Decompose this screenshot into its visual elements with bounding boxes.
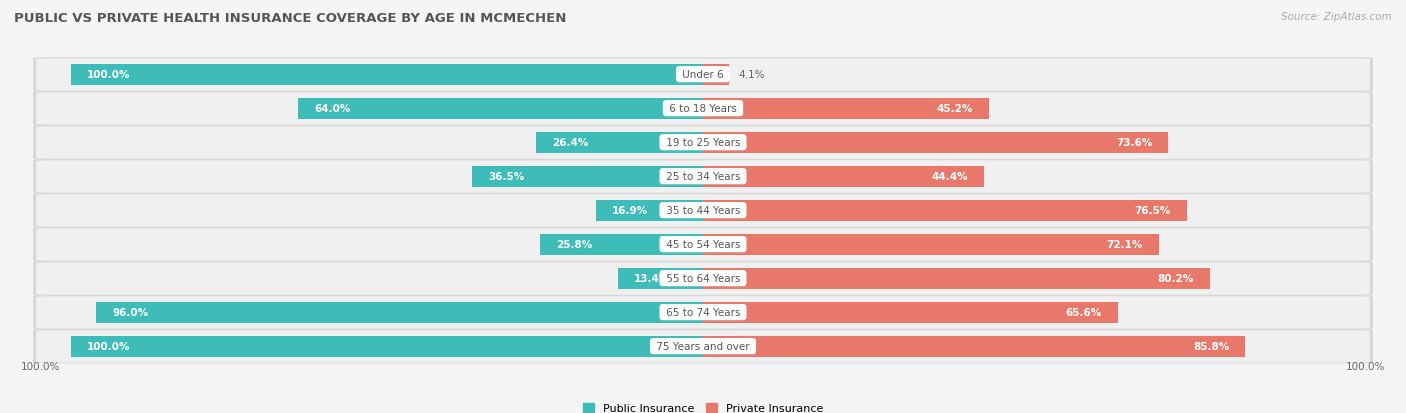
FancyBboxPatch shape [37,229,1369,261]
Text: 96.0%: 96.0% [112,307,148,317]
FancyBboxPatch shape [32,126,1374,160]
Text: 45 to 54 Years: 45 to 54 Years [662,240,744,249]
Text: 25 to 34 Years: 25 to 34 Years [662,172,744,182]
FancyBboxPatch shape [37,263,1369,295]
FancyBboxPatch shape [37,59,1369,91]
FancyBboxPatch shape [32,194,1374,228]
Text: 13.4%: 13.4% [634,273,671,283]
Text: 25.8%: 25.8% [555,240,592,249]
FancyBboxPatch shape [37,93,1369,126]
Text: 36.5%: 36.5% [488,172,524,182]
Bar [619,268,703,289]
FancyBboxPatch shape [32,261,1374,296]
Text: 73.6%: 73.6% [1116,138,1153,148]
Bar [703,302,1118,323]
Bar [703,336,1246,357]
Bar [70,336,703,357]
Bar [703,64,728,85]
Text: 80.2%: 80.2% [1159,273,1194,283]
Bar [96,302,703,323]
Text: PUBLIC VS PRIVATE HEALTH INSURANCE COVERAGE BY AGE IN MCMECHEN: PUBLIC VS PRIVATE HEALTH INSURANCE COVER… [14,12,567,25]
FancyBboxPatch shape [32,92,1374,126]
FancyBboxPatch shape [37,127,1369,159]
Bar [703,268,1211,289]
Bar [596,200,703,221]
Text: 85.8%: 85.8% [1194,341,1229,351]
Text: 16.9%: 16.9% [612,206,648,216]
Text: 100.0%: 100.0% [1346,361,1386,371]
Text: 35 to 44 Years: 35 to 44 Years [662,206,744,216]
Text: 64.0%: 64.0% [315,104,350,114]
Bar [298,98,703,119]
Text: 6 to 18 Years: 6 to 18 Years [666,104,740,114]
Text: 72.1%: 72.1% [1107,240,1143,249]
Legend: Public Insurance, Private Insurance: Public Insurance, Private Insurance [579,399,827,413]
Bar [540,234,703,255]
FancyBboxPatch shape [37,297,1369,329]
Bar [703,200,1187,221]
Text: 65.6%: 65.6% [1066,307,1102,317]
Text: 19 to 25 Years: 19 to 25 Years [662,138,744,148]
FancyBboxPatch shape [32,329,1374,363]
Bar [536,132,703,153]
FancyBboxPatch shape [32,159,1374,194]
Bar [703,98,988,119]
FancyBboxPatch shape [37,330,1369,363]
Text: 100.0%: 100.0% [20,361,60,371]
Text: 65 to 74 Years: 65 to 74 Years [662,307,744,317]
Text: 44.4%: 44.4% [931,172,967,182]
FancyBboxPatch shape [32,228,1374,262]
Bar [703,166,984,187]
Text: Under 6: Under 6 [679,70,727,80]
Text: 45.2%: 45.2% [936,104,973,114]
Text: 4.1%: 4.1% [738,70,765,80]
Text: 55 to 64 Years: 55 to 64 Years [662,273,744,283]
FancyBboxPatch shape [32,58,1374,92]
Bar [703,132,1168,153]
Text: 75 Years and over: 75 Years and over [652,341,754,351]
Bar [70,64,703,85]
Text: 26.4%: 26.4% [553,138,588,148]
Bar [472,166,703,187]
Text: 100.0%: 100.0% [87,341,131,351]
Bar [703,234,1159,255]
Text: 76.5%: 76.5% [1135,206,1171,216]
FancyBboxPatch shape [37,195,1369,227]
Text: Source: ZipAtlas.com: Source: ZipAtlas.com [1281,12,1392,22]
FancyBboxPatch shape [32,295,1374,330]
FancyBboxPatch shape [37,161,1369,193]
Text: 100.0%: 100.0% [87,70,131,80]
